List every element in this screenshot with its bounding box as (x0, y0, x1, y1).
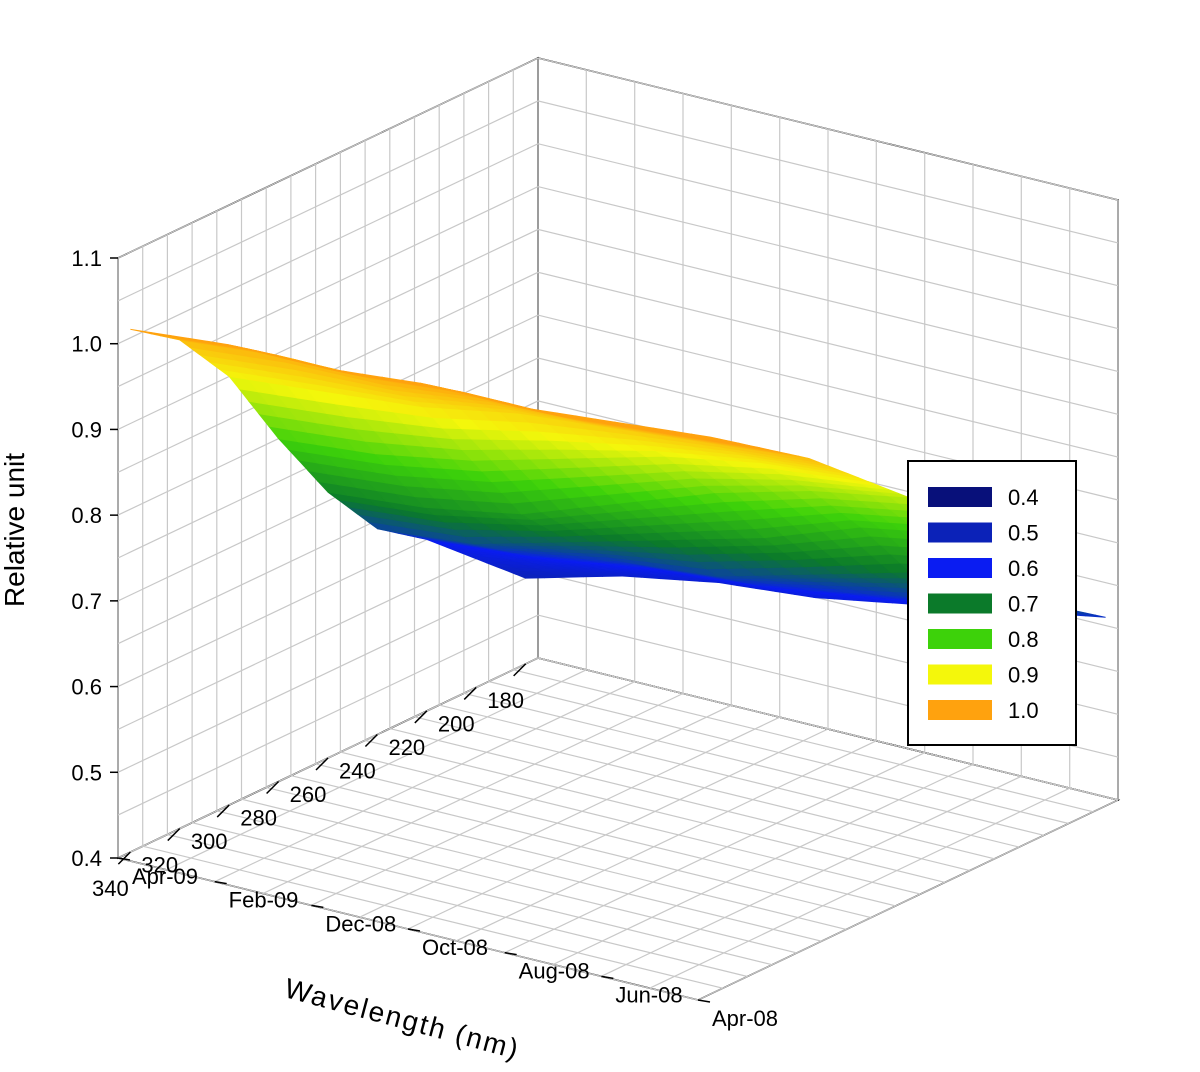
x-tick-mark (117, 851, 131, 865)
grid-line (697, 799, 1119, 1001)
z-tick-label: 0.8 (71, 503, 102, 528)
y-tick-label: Oct-08 (422, 935, 488, 960)
grid-line (117, 143, 1119, 345)
x-tick-mark (266, 780, 280, 795)
y-tick-mark (697, 999, 711, 1003)
z-tick-label: 0.9 (71, 417, 102, 442)
x-tick-label: 200 (438, 711, 475, 736)
x-tick-label: 320 (141, 853, 178, 878)
y-tick-label: Apr-08 (712, 1006, 778, 1031)
legend-swatch (928, 558, 992, 578)
x-tick-mark (216, 804, 230, 818)
grid-line (166, 669, 587, 871)
surface-patch (690, 433, 721, 440)
legend-label: 0.7 (1008, 592, 1039, 617)
grid-line (117, 357, 1119, 559)
grid-line (117, 185, 1119, 388)
legend-label: 0.5 (1008, 521, 1039, 546)
legend-swatch (928, 593, 992, 614)
x-tick-mark (414, 710, 428, 724)
z-tick-label: 0.5 (71, 760, 102, 785)
z-tick-label: 0.4 (71, 846, 102, 871)
legend-label: 0.6 (1008, 556, 1039, 581)
grid-line (117, 657, 1119, 859)
legend-label: 0.4 (1008, 485, 1039, 510)
legend-label: 1.0 (1008, 698, 1039, 723)
x-tick-label: 300 (191, 829, 228, 854)
y-tick-mark (601, 975, 614, 980)
grid-line (359, 716, 780, 918)
z-tick-label: 0.7 (71, 589, 102, 614)
chart-legend: 0.4 0.5 0.6 0.7 0.8 0.9 1.0 (907, 460, 1077, 746)
y-tick-label: Apr-09 (132, 864, 198, 889)
y-tick-mark (504, 951, 517, 956)
y-tick-mark (407, 928, 421, 932)
x-tick-mark (463, 686, 477, 700)
x-tick-label: 240 (339, 758, 376, 783)
legend-label: 0.8 (1008, 627, 1039, 652)
axis-ticks: 0.4 0.5 0.6 0.7 0.8 0.9 1.0 1.1 180 200 220 240 260 2… (71, 246, 778, 1031)
x-axis-title: Wavelength (nm) (281, 973, 523, 1066)
z-tick-label: 1.0 (71, 332, 102, 357)
grid-line (407, 728, 829, 930)
grid-line (214, 681, 635, 883)
y-tick-mark (311, 904, 324, 909)
x-tick-label: 280 (240, 806, 277, 831)
legend-swatch (928, 487, 992, 507)
legend-swatch (928, 522, 992, 543)
legend-swatch (928, 664, 992, 685)
x-tick-mark (364, 733, 378, 748)
legend-swatch (928, 700, 992, 720)
y-tick-label: Feb-09 (229, 888, 299, 913)
x-tick-mark (167, 828, 181, 842)
grid-line (552, 763, 974, 966)
grid-line (456, 740, 877, 942)
grid-line (649, 787, 1070, 989)
grid-line (311, 704, 732, 906)
grid-line (601, 775, 1022, 977)
z-axis-title: Relative unit (0, 453, 30, 607)
x-tick-label: 340 (92, 876, 129, 901)
x-tick-mark (315, 757, 329, 771)
z-tick-label: 0.6 (71, 675, 102, 700)
grid-line (262, 692, 684, 895)
grid-line (117, 100, 1119, 302)
grid-line (117, 314, 1119, 516)
grid-line (504, 752, 925, 954)
legend-swatch (928, 629, 992, 649)
y-tick-label: Aug-08 (519, 959, 590, 984)
x-tick-mark (513, 663, 527, 677)
y-tick-label: Dec-08 (325, 911, 396, 936)
y-tick-mark (214, 880, 227, 885)
y-tick-mark (117, 857, 131, 861)
x-tick-label: 220 (388, 735, 425, 760)
x-tick-label: 180 (487, 688, 524, 713)
legend-label: 0.9 (1008, 663, 1039, 688)
y-tick-label: Jun-08 (615, 982, 682, 1007)
grid-line (117, 57, 1119, 259)
x-tick-label: 260 (290, 782, 327, 807)
z-tick-label: 1.1 (71, 246, 102, 271)
